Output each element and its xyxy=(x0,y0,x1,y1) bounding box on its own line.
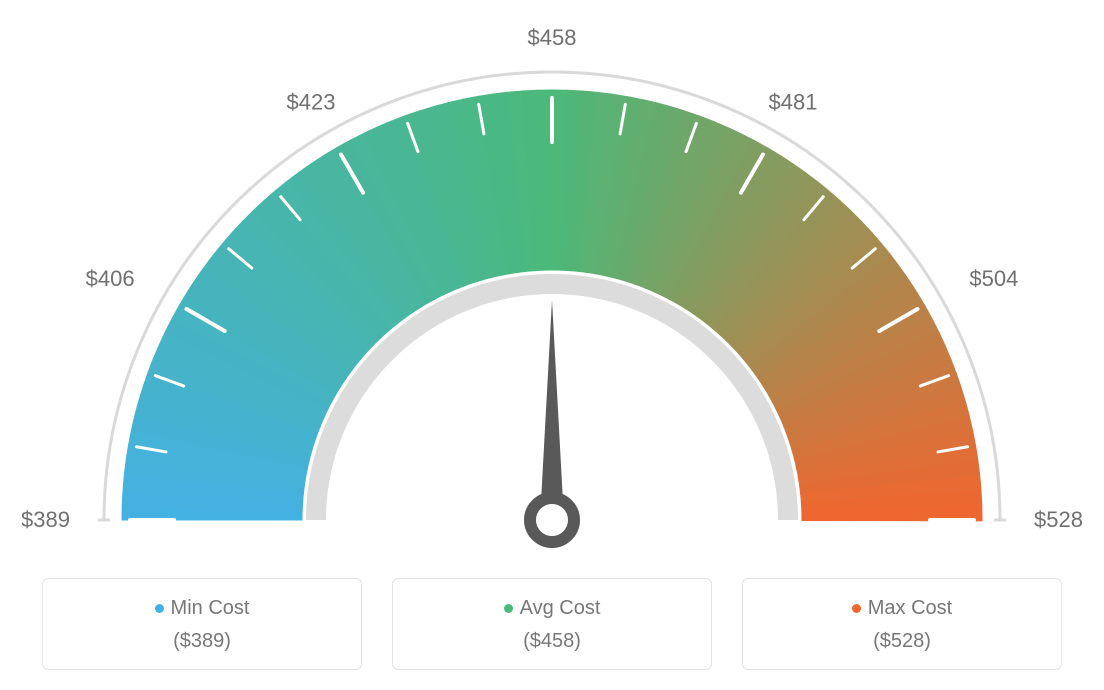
svg-text:$458: $458 xyxy=(528,25,577,50)
svg-text:$504: $504 xyxy=(969,266,1018,291)
cost-gauge: $389 $406 $423 $458 $481 $504 $528 xyxy=(22,20,1082,560)
legend-max-label: Max Cost xyxy=(868,597,952,619)
legend-max-title: Max Cost xyxy=(753,597,1051,620)
dot-max xyxy=(852,604,861,613)
legend-min-label: Min Cost xyxy=(171,597,250,619)
legend-max-value: ($528) xyxy=(753,630,1051,653)
legend-card-min: Min Cost ($389) xyxy=(42,578,362,670)
legend-row: Min Cost ($389) Avg Cost ($458) Max Cost… xyxy=(22,578,1082,670)
dot-min xyxy=(155,604,164,613)
legend-card-max: Max Cost ($528) xyxy=(742,578,1062,670)
legend-avg-value: ($458) xyxy=(403,630,701,653)
legend-avg-label: Avg Cost xyxy=(520,597,601,619)
svg-text:$481: $481 xyxy=(769,90,818,115)
legend-min-title: Min Cost xyxy=(53,597,351,620)
legend-min-value: ($389) xyxy=(53,630,351,653)
svg-text:$389: $389 xyxy=(22,507,70,532)
svg-text:$528: $528 xyxy=(1034,507,1082,532)
legend-avg-title: Avg Cost xyxy=(403,597,701,620)
svg-text:$423: $423 xyxy=(287,90,336,115)
svg-text:$406: $406 xyxy=(86,266,135,291)
legend-card-avg: Avg Cost ($458) xyxy=(392,578,712,670)
gauge-svg: $389 $406 $423 $458 $481 $504 $528 xyxy=(22,20,1082,560)
dot-avg xyxy=(504,604,513,613)
